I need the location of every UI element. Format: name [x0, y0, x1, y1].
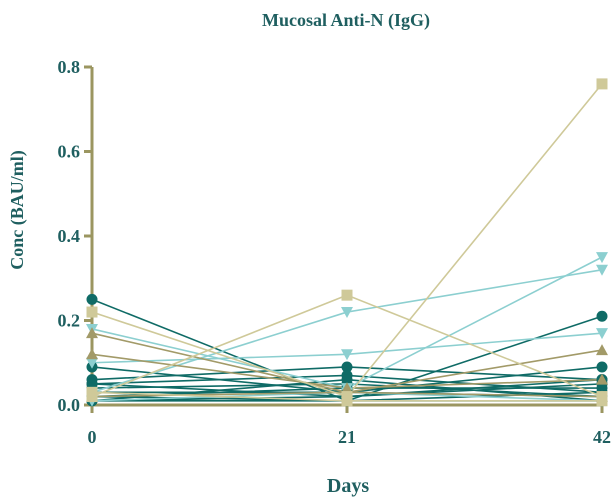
data-point-s15-x0	[86, 357, 98, 369]
data-point-s21-x21	[341, 289, 353, 301]
series-markers	[86, 78, 608, 407]
x-axis-label: Days	[327, 475, 369, 497]
data-point-s14-x21	[341, 307, 353, 319]
data-point-s22-x0	[86, 386, 98, 398]
data-point-s1-x42	[596, 310, 608, 322]
data-point-s17-x42	[596, 344, 608, 356]
data-point-s22-x42	[596, 395, 608, 407]
x-tick-label: 21	[338, 427, 356, 447]
data-point-s18-x42	[596, 373, 608, 385]
data-point-s20-x0	[86, 306, 98, 318]
chart-title: Mucosal Anti-N (IgG)	[262, 10, 430, 31]
x-tick-label: 42	[593, 427, 611, 447]
y-tick-label: 0.8	[58, 57, 81, 77]
y-tick-label: 0.0	[58, 395, 81, 415]
y-tick-label: 0.4	[58, 226, 81, 246]
data-point-s14-x42	[596, 264, 608, 276]
data-point-s18-x0	[86, 348, 98, 360]
data-point-s15-x21	[341, 349, 353, 361]
data-point-s3-x21	[341, 361, 353, 373]
x-tick-label: 0	[88, 427, 97, 447]
data-point-s1-x0	[86, 293, 98, 305]
data-point-s2-x42	[596, 361, 608, 373]
data-point-s9-x21	[341, 374, 353, 386]
y-axis-label: Conc (BAU/ml)	[7, 150, 28, 270]
data-point-s22-x21	[341, 395, 353, 407]
y-tick-label: 0.6	[58, 142, 81, 162]
data-point-s20-x42	[596, 78, 608, 90]
data-point-s13-x42	[596, 252, 608, 264]
y-tick-label: 0.2	[58, 311, 81, 331]
data-point-s15-x42	[596, 328, 608, 340]
data-point-s17-x0	[86, 327, 98, 339]
